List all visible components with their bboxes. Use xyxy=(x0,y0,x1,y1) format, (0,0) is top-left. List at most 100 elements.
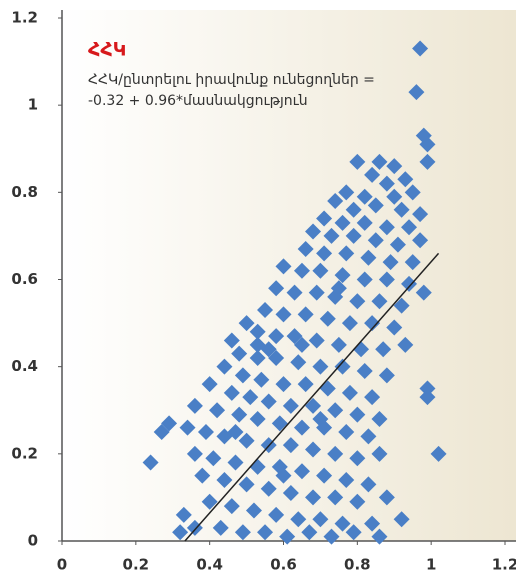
point xyxy=(401,275,418,292)
point xyxy=(386,188,403,205)
point xyxy=(209,402,226,419)
point xyxy=(338,184,355,201)
point xyxy=(186,519,203,536)
point xyxy=(345,524,362,541)
point xyxy=(249,410,266,427)
point xyxy=(249,323,266,340)
y-tick-label: 1 xyxy=(28,96,38,114)
point xyxy=(371,445,388,462)
point xyxy=(419,153,436,170)
point xyxy=(268,328,285,345)
point xyxy=(216,358,233,375)
chart-subtitle: -0.32 + 0.96*մասնակցություն xyxy=(88,93,308,109)
point xyxy=(401,219,418,236)
point xyxy=(349,406,366,423)
point xyxy=(360,476,377,493)
point xyxy=(338,424,355,441)
point xyxy=(334,515,351,532)
chart-subtitle: ՀՀԿ/ընտրելու իրավունք ունեցողներ = xyxy=(88,72,375,88)
x-tick-label: 1 xyxy=(426,556,436,574)
point xyxy=(293,336,310,353)
point xyxy=(275,376,292,393)
point xyxy=(323,227,340,244)
point xyxy=(290,511,307,528)
point xyxy=(242,389,259,406)
point xyxy=(282,485,299,502)
point xyxy=(268,280,285,297)
point xyxy=(297,376,314,393)
point xyxy=(338,245,355,262)
point xyxy=(179,419,196,436)
point xyxy=(419,389,436,406)
point xyxy=(327,193,344,210)
y-tick-label: 0 xyxy=(28,532,38,550)
point xyxy=(408,84,425,101)
x-tick-label: 0.8 xyxy=(344,556,371,574)
point xyxy=(194,467,211,484)
x-tick-label: 0 xyxy=(57,556,67,574)
point xyxy=(234,367,251,384)
point xyxy=(378,489,395,506)
point xyxy=(334,358,351,375)
point xyxy=(223,384,240,401)
point xyxy=(345,201,362,218)
point xyxy=(430,445,447,462)
point xyxy=(245,502,262,519)
point xyxy=(378,271,395,288)
point xyxy=(275,258,292,275)
point xyxy=(201,493,218,510)
point xyxy=(327,445,344,462)
point xyxy=(312,410,329,427)
point xyxy=(327,489,344,506)
point xyxy=(175,506,192,523)
point xyxy=(227,424,244,441)
point xyxy=(290,354,307,371)
point xyxy=(397,336,414,353)
point xyxy=(349,493,366,510)
point xyxy=(356,271,373,288)
point xyxy=(341,384,358,401)
point xyxy=(378,175,395,192)
point xyxy=(382,254,399,271)
point xyxy=(271,415,288,432)
point xyxy=(186,397,203,414)
trend-line xyxy=(184,252,440,542)
point xyxy=(223,498,240,515)
point xyxy=(197,424,214,441)
point xyxy=(364,166,381,183)
point xyxy=(260,393,277,410)
point xyxy=(257,524,274,541)
x-tick-label: 0.6 xyxy=(270,556,297,574)
y-tick-label: 0.2 xyxy=(11,444,38,462)
point xyxy=(367,232,384,249)
point xyxy=(349,153,366,170)
point xyxy=(338,471,355,488)
point xyxy=(153,424,170,441)
point xyxy=(404,254,421,271)
point xyxy=(293,463,310,480)
point xyxy=(334,214,351,231)
point xyxy=(316,245,333,262)
point xyxy=(161,415,178,432)
point xyxy=(356,214,373,231)
point xyxy=(404,184,421,201)
point xyxy=(412,232,429,249)
point xyxy=(386,158,403,175)
point xyxy=(142,454,159,471)
point xyxy=(293,419,310,436)
point xyxy=(371,153,388,170)
point xyxy=(308,332,325,349)
point xyxy=(279,528,296,545)
point xyxy=(364,315,381,332)
point xyxy=(419,380,436,397)
point xyxy=(327,402,344,419)
point xyxy=(223,332,240,349)
point xyxy=(305,489,322,506)
point xyxy=(257,302,274,319)
point xyxy=(367,197,384,214)
point xyxy=(293,262,310,279)
point xyxy=(345,227,362,244)
point xyxy=(275,306,292,323)
point xyxy=(393,511,410,528)
